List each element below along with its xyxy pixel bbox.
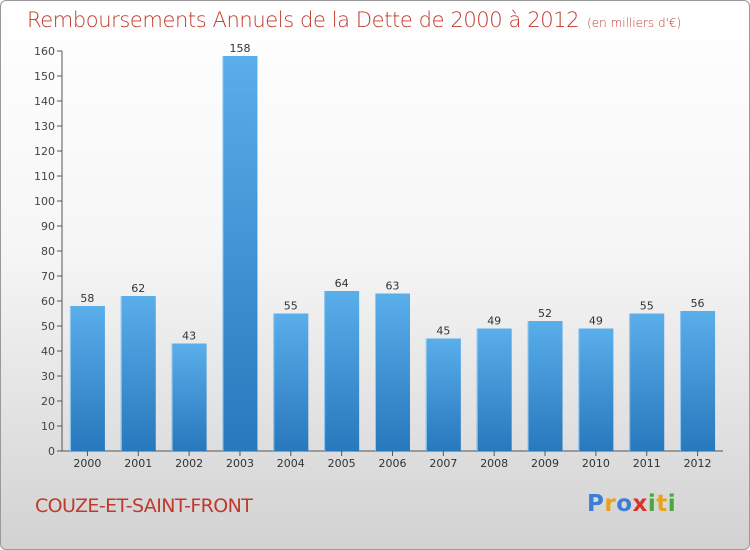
bar <box>222 56 258 451</box>
logo-letter: t <box>656 491 668 517</box>
data-label: 49 <box>487 315 501 328</box>
y-tick-label: 20 <box>41 395 55 408</box>
x-tick-label: 2004 <box>277 457 305 470</box>
x-tick-label: 2010 <box>582 457 610 470</box>
data-label: 63 <box>386 280 400 293</box>
bar <box>578 328 614 451</box>
y-tick-label: 60 <box>41 295 55 308</box>
y-tick-label: 10 <box>41 420 55 433</box>
commune-name: COUZE-ET-SAINT-FRONT <box>35 495 253 517</box>
bar <box>680 311 716 451</box>
x-tick-label: 2008 <box>480 457 508 470</box>
bar <box>425 338 461 451</box>
x-tick-label: 2003 <box>226 457 254 470</box>
data-label: 56 <box>691 297 705 310</box>
y-tick-label: 50 <box>41 320 55 333</box>
data-label: 43 <box>182 330 196 343</box>
data-label: 49 <box>589 315 603 328</box>
bar <box>273 313 309 451</box>
data-label: 64 <box>335 277 349 290</box>
bar <box>527 321 563 451</box>
bar <box>476 328 512 451</box>
y-tick-label: 70 <box>41 270 55 283</box>
x-tick-label: 2006 <box>379 457 407 470</box>
logo-letter: i <box>647 491 657 517</box>
logo-letter: x <box>632 491 648 517</box>
y-tick-label: 130 <box>34 120 55 133</box>
logo-letter: i <box>667 491 677 517</box>
x-tick-label: 2001 <box>124 457 152 470</box>
bar <box>324 291 360 451</box>
x-tick-label: 2007 <box>429 457 457 470</box>
x-tick-label: 2009 <box>531 457 559 470</box>
data-label: 62 <box>131 282 145 295</box>
x-tick-label: 2012 <box>684 457 712 470</box>
x-tick-label: 2005 <box>328 457 356 470</box>
bar <box>629 313 665 451</box>
bar <box>171 343 207 451</box>
proxiti-logo: Proxiti <box>587 491 676 517</box>
y-tick-label: 100 <box>34 195 55 208</box>
y-tick-label: 80 <box>41 245 55 258</box>
y-tick-label: 30 <box>41 370 55 383</box>
x-tick-label: 2011 <box>633 457 661 470</box>
chart-title: Remboursements Annuels de la Dette de 20… <box>27 8 681 32</box>
y-tick-label: 150 <box>34 70 55 83</box>
y-tick-label: 120 <box>34 145 55 158</box>
chart-title-text: Remboursements Annuels de la Dette de 20… <box>27 8 580 32</box>
y-tick-label: 40 <box>41 345 55 358</box>
data-label: 52 <box>538 307 552 320</box>
logo-letter: r <box>604 491 617 517</box>
y-tick-label: 0 <box>48 445 55 458</box>
x-tick-label: 2000 <box>73 457 101 470</box>
data-label: 58 <box>80 292 94 305</box>
y-tick-label: 160 <box>34 45 55 58</box>
y-tick-label: 110 <box>34 170 55 183</box>
y-tick-label: 140 <box>34 95 55 108</box>
y-tick-label: 90 <box>41 220 55 233</box>
data-label: 45 <box>436 325 450 338</box>
bar <box>375 293 410 451</box>
data-label: 158 <box>229 42 250 55</box>
logo-letter: P <box>587 491 605 517</box>
chart-subtitle: (en milliers d'€) <box>587 16 682 30</box>
data-label: 55 <box>284 300 298 313</box>
logo-letter: o <box>616 491 633 517</box>
bar <box>69 306 105 451</box>
data-label: 55 <box>640 300 654 313</box>
x-tick-label: 2002 <box>175 457 203 470</box>
bar <box>120 296 156 451</box>
